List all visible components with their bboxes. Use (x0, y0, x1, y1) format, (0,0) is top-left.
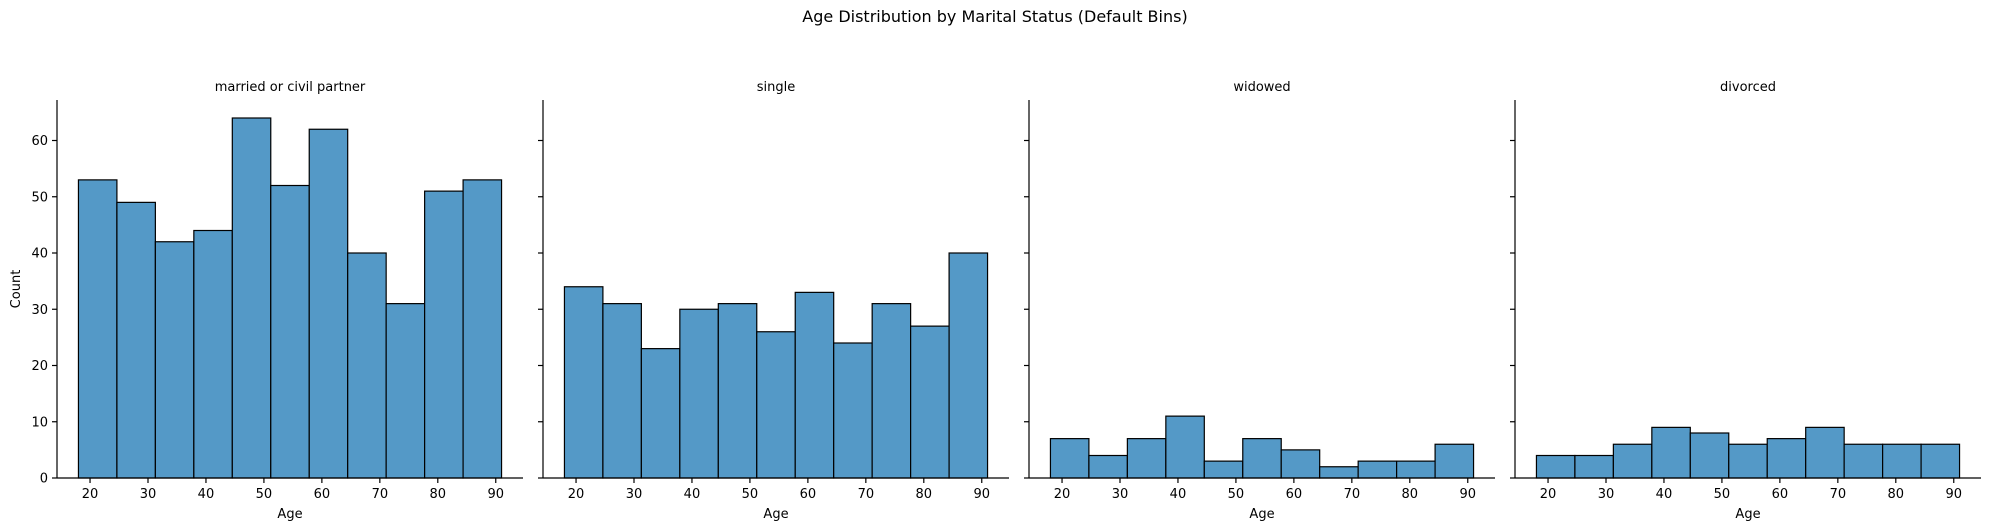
x-axis-label: Age (1249, 507, 1274, 522)
histogram-bar (385, 303, 426, 479)
facet-panel: married or civil partner 20 30 40 50 60 70 80 90… (9, 80, 523, 522)
histogram-bar (1805, 426, 1845, 479)
histogram-bar (1612, 443, 1653, 479)
histogram-bar (833, 342, 873, 479)
histogram-bar (270, 184, 310, 479)
histogram-bar (640, 348, 681, 479)
x-tick-label: 60 (800, 487, 817, 502)
x-axis-label: Age (763, 507, 788, 522)
x-tick-label: 90 (973, 487, 990, 502)
x-tick-label: 70 (1830, 487, 1847, 502)
x-tick-label: 40 (198, 487, 215, 502)
x-tick-label: 70 (1344, 487, 1361, 502)
facet-panels: married or civil partner 20 30 40 50 60 70 80 90… (9, 80, 1981, 522)
panel-title: married or civil partner (215, 80, 366, 95)
histogram-bar (1396, 460, 1436, 479)
x-tick-label: 60 (314, 487, 331, 502)
histogram-bar (77, 179, 118, 479)
x-tick-label: 50 (742, 487, 759, 502)
histogram-bar (679, 308, 719, 479)
histogram-bar (1689, 432, 1730, 479)
histogram-bar (424, 190, 464, 479)
x-tick-label: 60 (1286, 487, 1303, 502)
histogram-bar (1843, 443, 1884, 479)
x-tick-label: 90 (1459, 487, 1476, 502)
histogram-bar (1165, 415, 1205, 479)
panel-title: single (757, 80, 796, 95)
facet-panel: divorced 20 30 40 50 60 70 80 90 Age (1510, 80, 1981, 522)
histogram-bar (154, 241, 195, 479)
x-tick-label: 80 (430, 487, 447, 502)
histogram-bar (1280, 449, 1321, 479)
y-axis-label: Count (9, 270, 24, 309)
histogram-bar (1651, 426, 1691, 479)
x-tick-label: 90 (487, 487, 504, 502)
panel-title: divorced (1720, 80, 1776, 95)
x-tick-label: 20 (568, 487, 585, 502)
x-tick-label: 80 (1402, 487, 1419, 502)
x-tick-label: 90 (1945, 487, 1962, 502)
histogram-bar (602, 303, 642, 479)
x-tick-label: 50 (1714, 487, 1731, 502)
x-tick-label: 60 (1772, 487, 1789, 502)
x-tick-label: 50 (256, 487, 273, 502)
facet-panel: widowed 20 30 40 50 60 70 80 90 Age (1024, 80, 1495, 522)
y-tick-label: 50 (31, 190, 48, 205)
histogram-bar (1088, 454, 1128, 479)
histogram-bar (1728, 443, 1768, 479)
facet-panel: single 20 30 40 50 60 70 80 90 Age (538, 80, 1009, 522)
histogram-bar (1242, 438, 1282, 479)
y-tick-label: 40 (31, 247, 48, 262)
histogram-bar (1319, 466, 1359, 479)
histogram-bar (1920, 443, 1961, 479)
histogram-bar (347, 252, 387, 479)
histogram-bar (231, 117, 272, 479)
histogram-bar (1882, 443, 1922, 479)
y-tick-label: 60 (31, 134, 48, 149)
histogram-bar (1357, 460, 1398, 479)
y-tick-label: 0 (40, 472, 48, 487)
histogram-bar (1766, 438, 1807, 479)
histogram-bar (1126, 438, 1167, 479)
y-tick-label: 20 (31, 359, 48, 374)
x-tick-label: 80 (1888, 487, 1905, 502)
y-tick-label: 30 (31, 303, 48, 318)
x-tick-label: 20 (1054, 487, 1071, 502)
x-tick-label: 40 (1170, 487, 1187, 502)
histogram-bar (308, 128, 349, 479)
x-tick-label: 30 (626, 487, 643, 502)
x-tick-label: 50 (1228, 487, 1245, 502)
histogram-bar (910, 325, 950, 479)
x-tick-label: 20 (1540, 487, 1557, 502)
y-tick-label: 10 (31, 415, 48, 430)
panel-title: widowed (1233, 80, 1290, 95)
histogram-bar (462, 179, 503, 479)
histogram-bar (563, 286, 604, 479)
histogram-bar (717, 303, 758, 479)
histogram-bar (756, 331, 796, 479)
histogram-bar (116, 201, 156, 479)
x-tick-label: 20 (82, 487, 99, 502)
x-tick-label: 30 (140, 487, 157, 502)
histogram-bar (1203, 460, 1244, 479)
x-tick-label: 40 (1656, 487, 1673, 502)
x-tick-label: 30 (1112, 487, 1129, 502)
x-axis-label: Age (277, 507, 302, 522)
histogram-bar (794, 291, 835, 479)
x-tick-label: 70 (372, 487, 389, 502)
x-tick-label: 80 (916, 487, 933, 502)
x-tick-label: 40 (684, 487, 701, 502)
histogram-bar (1049, 438, 1090, 479)
histogram-bar (1574, 454, 1614, 479)
x-tick-label: 70 (858, 487, 875, 502)
x-axis-label: Age (1735, 507, 1760, 522)
histogram-bar (871, 303, 912, 479)
x-tick-label: 30 (1598, 487, 1615, 502)
histogram-bar (193, 229, 233, 479)
histogram-bar (1434, 443, 1475, 479)
figure-title: Age Distribution by Marital Status (Defa… (802, 7, 1187, 26)
histogram-bar (948, 252, 989, 479)
histogram-bar (1535, 454, 1576, 479)
